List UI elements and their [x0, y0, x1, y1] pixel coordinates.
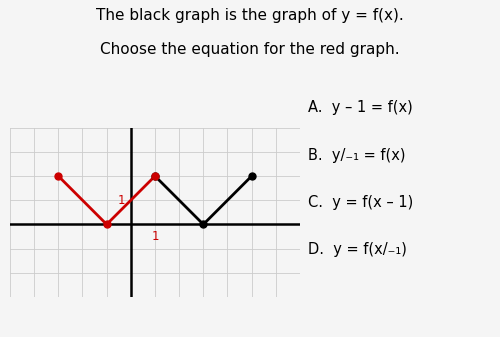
Text: The black graph is the graph of y = f(x).: The black graph is the graph of y = f(x)… [96, 8, 404, 24]
Text: C.  y = f(x – 1): C. y = f(x – 1) [308, 195, 413, 210]
Text: Choose the equation for the red graph.: Choose the equation for the red graph. [100, 42, 400, 57]
Text: D.  y = f(x/₋₁): D. y = f(x/₋₁) [308, 242, 406, 257]
Text: B.  y/₋₁ = f(x): B. y/₋₁ = f(x) [308, 148, 405, 162]
Text: A.  y – 1 = f(x): A. y – 1 = f(x) [308, 100, 412, 115]
Text: 1: 1 [118, 194, 125, 207]
Text: 1: 1 [151, 231, 158, 243]
